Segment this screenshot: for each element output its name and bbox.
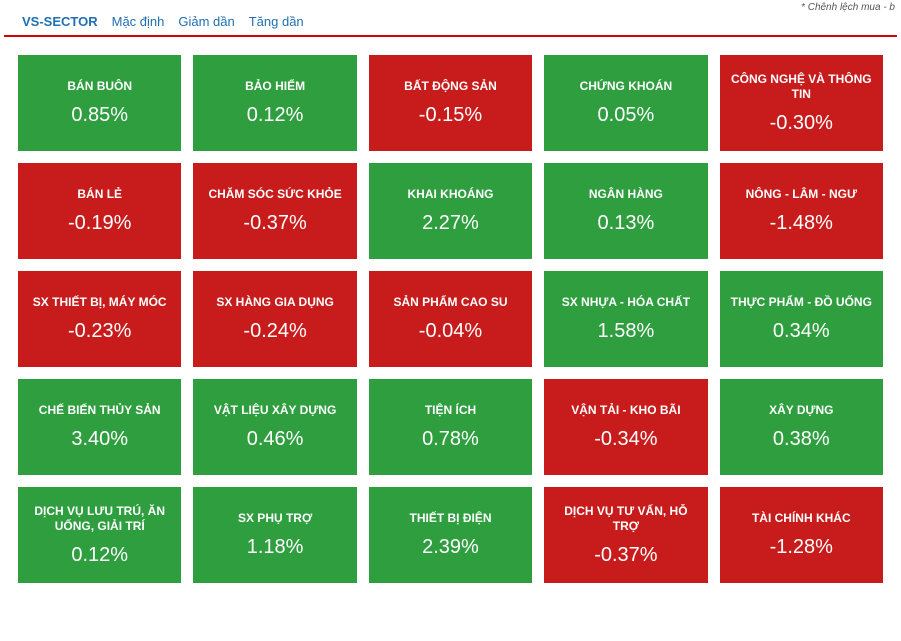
sector-name: THỰC PHẨM - ĐỒ UỐNG: [731, 295, 872, 310]
sector-card[interactable]: BÁN BUÔN 0.85%: [18, 55, 181, 151]
sector-card[interactable]: SX THIẾT BỊ, MÁY MÓC -0.23%: [18, 271, 181, 367]
tab-asc[interactable]: Tăng dần: [249, 14, 304, 29]
sector-card[interactable]: CHĂM SÓC SỨC KHỎE -0.37%: [193, 163, 356, 259]
tab-vs-sector[interactable]: VS-SECTOR: [22, 14, 98, 29]
sector-value: -0.37%: [594, 544, 657, 567]
top-note: * Chênh lệch mua - b: [801, 2, 895, 13]
sector-card[interactable]: CÔNG NGHỆ VÀ THÔNG TIN -0.30%: [720, 55, 883, 151]
sector-value: -0.34%: [594, 428, 657, 451]
sector-value: -0.04%: [419, 320, 482, 343]
sector-name: VẬT LIỆU XÂY DỰNG: [214, 403, 336, 418]
sector-name: DỊCH VỤ LƯU TRÚ, ĂN UỐNG, GIẢI TRÍ: [26, 504, 173, 534]
sector-name: VẬN TẢI - KHO BÃI: [571, 403, 680, 418]
sector-card[interactable]: THIẾT BỊ ĐIỆN 2.39%: [369, 487, 532, 583]
sector-name: XÂY DỰNG: [769, 403, 833, 418]
sector-value: 0.78%: [422, 428, 479, 451]
sector-value: 0.85%: [71, 104, 128, 127]
sector-card[interactable]: VẬT LIỆU XÂY DỰNG 0.46%: [193, 379, 356, 475]
sector-card[interactable]: CHẾ BIẾN THỦY SẢN 3.40%: [18, 379, 181, 475]
sector-value: -0.23%: [68, 320, 131, 343]
sector-value: -0.15%: [419, 104, 482, 127]
sector-value: 0.13%: [598, 212, 655, 235]
sector-name: CHẾ BIẾN THỦY SẢN: [39, 403, 161, 418]
sector-card[interactable]: BẢO HIỂM 0.12%: [193, 55, 356, 151]
sector-card[interactable]: BÁN LẺ -0.19%: [18, 163, 181, 259]
sector-value: -0.24%: [243, 320, 306, 343]
sector-name: SẢN PHẨM CAO SU: [393, 295, 507, 310]
sector-card[interactable]: TÀI CHÍNH KHÁC -1.28%: [720, 487, 883, 583]
sector-name: KHAI KHOÁNG: [407, 187, 493, 202]
sector-card[interactable]: THỰC PHẨM - ĐỒ UỐNG 0.34%: [720, 271, 883, 367]
sector-name: BÁN LẺ: [77, 187, 122, 202]
sector-card[interactable]: NGÂN HÀNG 0.13%: [544, 163, 707, 259]
tab-bar: VS-SECTOR Mặc định Giảm dần Tăng dần: [4, 0, 897, 37]
sector-name: SX HÀNG GIA DỤNG: [216, 295, 334, 310]
sector-card[interactable]: SẢN PHẨM CAO SU -0.04%: [369, 271, 532, 367]
sector-value: -1.28%: [770, 536, 833, 559]
sector-value: 1.18%: [247, 536, 304, 559]
sector-name: TIỆN ÍCH: [425, 403, 476, 418]
sector-card[interactable]: NÔNG - LÂM - NGƯ -1.48%: [720, 163, 883, 259]
sector-card[interactable]: CHỨNG KHOÁN 0.05%: [544, 55, 707, 151]
sector-value: -0.30%: [770, 112, 833, 135]
sector-name: CHĂM SÓC SỨC KHỎE: [208, 187, 341, 202]
sector-name: DỊCH VỤ TƯ VẤN, HỖ TRỢ: [552, 504, 699, 534]
sector-value: -0.19%: [68, 212, 131, 235]
sector-name: NGÂN HÀNG: [589, 187, 663, 202]
sector-name: TÀI CHÍNH KHÁC: [752, 511, 851, 526]
sector-grid: BÁN BUÔN 0.85% BẢO HIỂM 0.12% BẤT ĐỘNG SẢN -0…: [0, 37, 901, 601]
sector-value: 0.46%: [247, 428, 304, 451]
sector-name: NÔNG - LÂM - NGƯ: [746, 187, 857, 202]
sector-card[interactable]: SX PHỤ TRỢ 1.18%: [193, 487, 356, 583]
sector-name: CÔNG NGHỆ VÀ THÔNG TIN: [728, 72, 875, 102]
sector-name: THIẾT BỊ ĐIỆN: [409, 511, 491, 526]
tab-desc[interactable]: Giảm dần: [178, 14, 234, 29]
sector-value: -1.48%: [770, 212, 833, 235]
sector-card[interactable]: XÂY DỰNG 0.38%: [720, 379, 883, 475]
sector-card[interactable]: BẤT ĐỘNG SẢN -0.15%: [369, 55, 532, 151]
sector-card[interactable]: DỊCH VỤ TƯ VẤN, HỖ TRỢ -0.37%: [544, 487, 707, 583]
sector-value: 0.12%: [247, 104, 304, 127]
sector-card[interactable]: KHAI KHOÁNG 2.27%: [369, 163, 532, 259]
sector-name: SX NHỰA - HÓA CHẤT: [562, 295, 690, 310]
sector-name: CHỨNG KHOÁN: [580, 79, 673, 94]
sector-card[interactable]: DỊCH VỤ LƯU TRÚ, ĂN UỐNG, GIẢI TRÍ 0.12%: [18, 487, 181, 583]
sector-value: 0.12%: [71, 544, 128, 567]
sector-value: 2.27%: [422, 212, 479, 235]
sector-value: 0.38%: [773, 428, 830, 451]
sector-name: BÁN BUÔN: [67, 79, 132, 94]
sector-name: BẤT ĐỘNG SẢN: [404, 79, 497, 94]
sector-name: SX PHỤ TRỢ: [238, 511, 312, 526]
sector-value: 0.05%: [598, 104, 655, 127]
sector-value: -0.37%: [243, 212, 306, 235]
sector-value: 0.34%: [773, 320, 830, 343]
sector-value: 1.58%: [598, 320, 655, 343]
sector-card[interactable]: SX NHỰA - HÓA CHẤT 1.58%: [544, 271, 707, 367]
sector-card[interactable]: TIỆN ÍCH 0.78%: [369, 379, 532, 475]
tab-default[interactable]: Mặc định: [112, 14, 165, 29]
sector-name: BẢO HIỂM: [245, 79, 305, 94]
sector-value: 2.39%: [422, 536, 479, 559]
sector-card[interactable]: SX HÀNG GIA DỤNG -0.24%: [193, 271, 356, 367]
sector-card[interactable]: VẬN TẢI - KHO BÃI -0.34%: [544, 379, 707, 475]
sector-name: SX THIẾT BỊ, MÁY MÓC: [33, 295, 167, 310]
sector-value: 3.40%: [71, 428, 128, 451]
